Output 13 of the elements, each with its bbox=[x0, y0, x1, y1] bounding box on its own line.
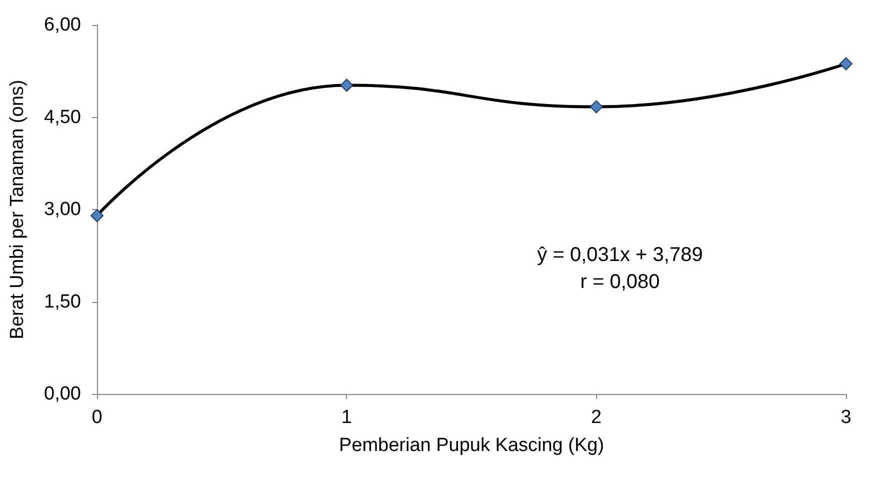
x-tick-label: 0 bbox=[92, 407, 102, 428]
x-axis-title: Pemberian Pupuk Kascing (Kg) bbox=[338, 435, 604, 456]
y-tick-label: 6,00 bbox=[44, 14, 81, 36]
x-tick-label: 1 bbox=[341, 407, 352, 428]
y-axis-title: Berat Umbi per Tanaman (ons) bbox=[7, 80, 28, 340]
annotation: r = 0,080 bbox=[580, 271, 660, 293]
annotation: ŷ = 0,031x + 3,789 bbox=[537, 244, 703, 266]
y-tick-label: 4,50 bbox=[44, 106, 81, 128]
y-tick-label: 0,00 bbox=[44, 384, 81, 404]
y-tick-label: 1,50 bbox=[44, 291, 81, 312]
x-tick-label: 2 bbox=[591, 407, 602, 428]
y-tick-label: 3,00 bbox=[44, 199, 81, 220]
x-tick-label: 3 bbox=[840, 407, 852, 428]
